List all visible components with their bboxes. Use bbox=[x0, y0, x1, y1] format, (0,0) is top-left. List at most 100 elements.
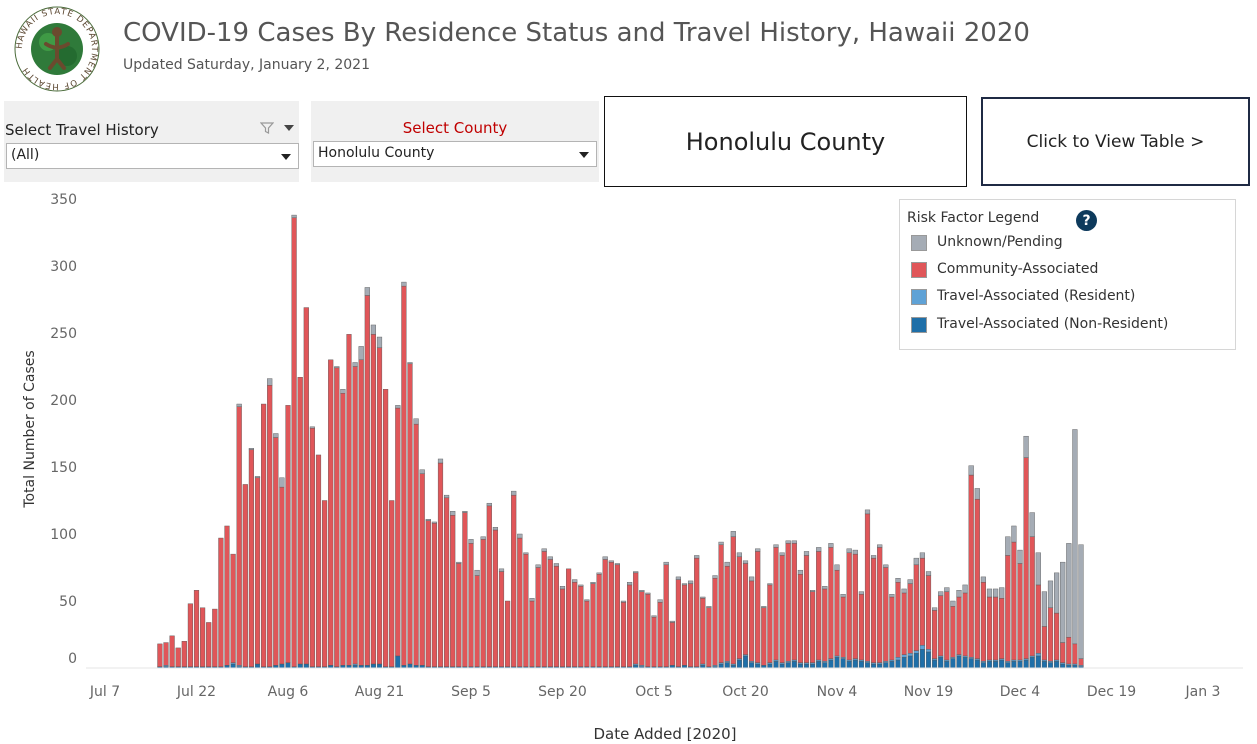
bar-segment[interactable] bbox=[315, 454, 322, 667]
bar-segment[interactable] bbox=[858, 594, 864, 661]
bar-segment[interactable] bbox=[254, 477, 261, 665]
bar-segment[interactable] bbox=[700, 663, 706, 666]
bar-segment[interactable] bbox=[779, 552, 785, 556]
bar-segment[interactable] bbox=[919, 645, 925, 650]
bar-segment[interactable] bbox=[895, 578, 901, 583]
bar-segment[interactable] bbox=[822, 662, 828, 669]
bar-segment[interactable] bbox=[907, 583, 913, 654]
bar-segment[interactable] bbox=[1054, 659, 1060, 662]
bar-segment[interactable] bbox=[407, 663, 413, 669]
bar-segment[interactable] bbox=[944, 587, 950, 592]
bar-segment[interactable] bbox=[730, 531, 736, 537]
bar-segment[interactable] bbox=[413, 423, 419, 666]
bar-segment[interactable] bbox=[1011, 661, 1017, 669]
bar-segment[interactable] bbox=[858, 661, 864, 669]
bar-segment[interactable] bbox=[444, 494, 450, 499]
bar-segment[interactable] bbox=[1041, 626, 1047, 661]
bar-segment[interactable] bbox=[834, 564, 840, 571]
bar-segment[interactable] bbox=[639, 591, 645, 666]
bar-segment[interactable] bbox=[925, 649, 932, 653]
bar-segment[interactable] bbox=[175, 647, 181, 667]
bar-segment[interactable] bbox=[340, 393, 346, 666]
bar-segment[interactable] bbox=[852, 553, 858, 659]
bar-segment[interactable] bbox=[395, 655, 401, 669]
bar-segment[interactable] bbox=[437, 462, 444, 667]
bar-segment[interactable] bbox=[700, 598, 706, 665]
bar-segment[interactable] bbox=[791, 659, 797, 662]
bar-segment[interactable] bbox=[883, 567, 889, 662]
bar-segment[interactable] bbox=[187, 603, 193, 667]
bar-segment[interactable] bbox=[651, 616, 657, 667]
help-icon[interactable]: ? bbox=[1076, 210, 1097, 231]
bar-segment[interactable] bbox=[773, 544, 779, 548]
bar-segment[interactable] bbox=[840, 594, 846, 598]
bar-segment[interactable] bbox=[614, 563, 620, 566]
bar-segment[interactable] bbox=[450, 515, 456, 667]
bar-segment[interactable] bbox=[584, 599, 590, 602]
bar-segment[interactable] bbox=[291, 217, 297, 667]
bar-segment[interactable] bbox=[980, 576, 986, 583]
bar-segment[interactable] bbox=[285, 662, 291, 669]
bar-segment[interactable] bbox=[694, 555, 700, 559]
bar-segment[interactable] bbox=[480, 539, 486, 667]
bar-segment[interactable] bbox=[791, 661, 797, 669]
bar-segment[interactable] bbox=[370, 324, 376, 335]
bar-segment[interactable] bbox=[852, 549, 858, 555]
bar-segment[interactable] bbox=[889, 659, 895, 662]
bar-segment[interactable] bbox=[267, 378, 273, 386]
bar-segment[interactable] bbox=[334, 366, 340, 369]
bar-segment[interactable] bbox=[901, 654, 907, 658]
bar-segment[interactable] bbox=[1054, 661, 1060, 669]
bar-segment[interactable] bbox=[962, 655, 968, 658]
bar-segment[interactable] bbox=[437, 458, 444, 464]
bar-segment[interactable] bbox=[1066, 543, 1072, 638]
bar-segment[interactable] bbox=[950, 606, 956, 658]
bar-segment[interactable] bbox=[700, 596, 706, 599]
bar-segment[interactable] bbox=[724, 662, 730, 669]
bar-segment[interactable] bbox=[358, 359, 364, 666]
bar-segment[interactable] bbox=[999, 587, 1005, 599]
bar-segment[interactable] bbox=[785, 661, 791, 663]
bar-segment[interactable] bbox=[334, 367, 340, 667]
bar-segment[interactable] bbox=[968, 474, 974, 658]
bar-segment[interactable] bbox=[474, 575, 480, 667]
bar-segment[interactable] bbox=[986, 596, 993, 661]
bar-segment[interactable] bbox=[657, 602, 663, 667]
bar-segment[interactable] bbox=[1078, 665, 1084, 667]
bar-segment[interactable] bbox=[895, 657, 901, 661]
bar-segment[interactable] bbox=[559, 586, 566, 590]
bar-segment[interactable] bbox=[718, 662, 724, 665]
bar-segment[interactable] bbox=[352, 366, 358, 665]
bar-segment[interactable] bbox=[962, 584, 968, 594]
bar-segment[interactable] bbox=[871, 557, 877, 663]
bar-segment[interactable] bbox=[181, 641, 187, 667]
bar-segment[interactable] bbox=[791, 540, 797, 544]
bar-segment[interactable] bbox=[1011, 659, 1017, 662]
bar-segment[interactable] bbox=[1029, 512, 1035, 537]
bar-segment[interactable] bbox=[919, 649, 925, 669]
bar-segment[interactable] bbox=[852, 659, 858, 669]
bar-segment[interactable] bbox=[889, 661, 895, 669]
bar-segment[interactable] bbox=[1047, 662, 1054, 669]
bar-segment[interactable] bbox=[938, 591, 944, 596]
bar-segment[interactable] bbox=[1066, 663, 1072, 666]
bar-segment[interactable] bbox=[242, 484, 248, 667]
bar-segment[interactable] bbox=[651, 615, 657, 618]
bar-segment[interactable] bbox=[1005, 662, 1011, 669]
bar-segment[interactable] bbox=[822, 661, 828, 663]
bar-segment[interactable] bbox=[401, 285, 407, 666]
bar-segment[interactable] bbox=[767, 662, 773, 665]
bar-segment[interactable] bbox=[627, 582, 633, 586]
bar-segment[interactable] bbox=[1054, 612, 1060, 661]
bar-segment[interactable] bbox=[834, 657, 840, 669]
bar-segment[interactable] bbox=[230, 663, 236, 669]
travel-history-select[interactable]: (All) bbox=[6, 143, 299, 169]
bar-segment[interactable] bbox=[1078, 544, 1084, 659]
bar-segment[interactable] bbox=[517, 533, 523, 539]
bar-segment[interactable] bbox=[944, 659, 950, 662]
bar-segment[interactable] bbox=[816, 551, 822, 661]
bar-segment[interactable] bbox=[169, 635, 175, 667]
bar-segment[interactable] bbox=[828, 658, 834, 661]
bar-segment[interactable] bbox=[919, 557, 925, 646]
bar-segment[interactable] bbox=[950, 657, 956, 659]
